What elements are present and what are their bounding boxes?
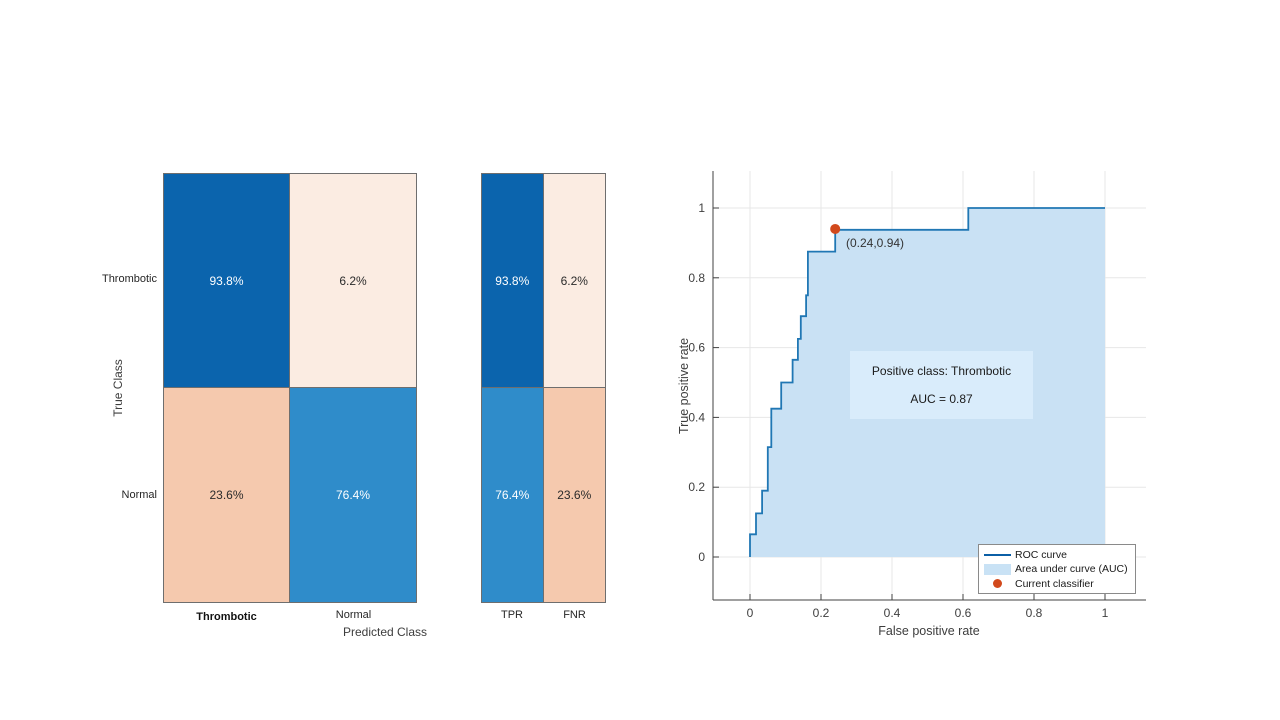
cm-cell-normal-thrombotic: 23.6% — [164, 388, 290, 602]
roc-y-tick-label: 0.8 — [688, 271, 705, 285]
legend-row-roc-curve: ROC curve — [979, 548, 1135, 562]
roc-info-box: Positive class: Thrombotic AUC = 0.87 — [850, 351, 1033, 419]
cm-col-label-normal: Normal — [335, 609, 372, 621]
auc-value-text: AUC = 0.87 — [910, 391, 973, 406]
roc-curve-line-icon — [979, 553, 1015, 556]
current-classifier-marker — [830, 223, 841, 234]
roc-y-tick-label: 0 — [698, 550, 705, 564]
roc-x-tick-label: 1 — [1102, 606, 1109, 620]
roc-x-tick-label: 0.6 — [955, 606, 972, 620]
summary-cell-normal-tpr: 76.4% — [482, 388, 544, 602]
roc-y-tick-label: 0.6 — [688, 341, 705, 355]
roc-y-tick-label: 1 — [698, 201, 705, 215]
confusion-matrix: 93.8% 6.2% 23.6% 76.4% — [163, 173, 417, 603]
summary-matrix: 93.8% 6.2% 76.4% 23.6% — [481, 173, 606, 603]
current-classifier-coordinates: (0.24,0.94) — [846, 236, 905, 250]
auc-area-patch-icon — [979, 563, 1015, 575]
summary-cell-normal-fnr: 23.6% — [543, 388, 605, 602]
roc-x-tick-label: 0 — [747, 606, 754, 620]
roc-y-tick-label: 0.4 — [688, 410, 705, 424]
legend-row-current-classifier: Current classifier — [979, 577, 1135, 591]
roc-x-tick-label: 0.4 — [884, 606, 901, 620]
cm-cell-thrombotic-thrombotic: 93.8% — [164, 174, 290, 388]
roc-legend: ROC curve Area under curve (AUC) Current… — [978, 544, 1136, 594]
legend-label: Area under curve (AUC) — [1015, 563, 1128, 575]
current-classifier-dot-icon — [979, 579, 1015, 588]
roc-y-tick-label: 0.2 — [688, 480, 705, 494]
roc-ylabel: True positive rate — [677, 337, 691, 435]
roc-xlabel: False positive rate — [878, 624, 980, 638]
roc-curve-line — [749, 207, 1105, 557]
cm-row-label-thrombotic: Thrombotic — [101, 273, 157, 285]
summary-col-label-fnr: FNR — [563, 609, 586, 621]
summary-cell-thrombotic-fnr: 6.2% — [543, 174, 605, 388]
cm-cell-normal-normal: 76.4% — [290, 388, 416, 602]
summary-cell-thrombotic-tpr: 93.8% — [482, 174, 544, 388]
positive-class-text: Positive class: Thrombotic — [871, 364, 1012, 379]
cm-cell-thrombotic-normal: 6.2% — [290, 174, 416, 388]
legend-label: ROC curve — [1015, 548, 1067, 561]
legend-label: Current classifier — [1015, 577, 1094, 590]
legend-row-auc-area: Area under curve (AUC) — [979, 562, 1135, 576]
cm-xlabel: Predicted Class — [342, 625, 428, 639]
cm-row-label-normal: Normal — [121, 489, 157, 501]
roc-x-tick-label: 0.8 — [1026, 606, 1043, 620]
cm-col-label-thrombotic: Thrombotic — [196, 611, 257, 623]
roc-x-tick-label: 0.2 — [813, 606, 830, 620]
summary-col-label-tpr: TPR — [501, 609, 523, 621]
